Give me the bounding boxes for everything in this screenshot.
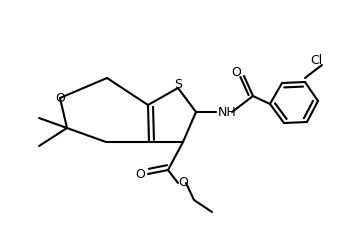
Text: NH: NH (218, 106, 236, 119)
Text: O: O (55, 91, 65, 105)
Text: O: O (135, 167, 145, 181)
Text: Cl: Cl (310, 54, 322, 68)
Text: S: S (174, 77, 182, 91)
Text: O: O (178, 176, 188, 189)
Text: O: O (231, 66, 241, 78)
